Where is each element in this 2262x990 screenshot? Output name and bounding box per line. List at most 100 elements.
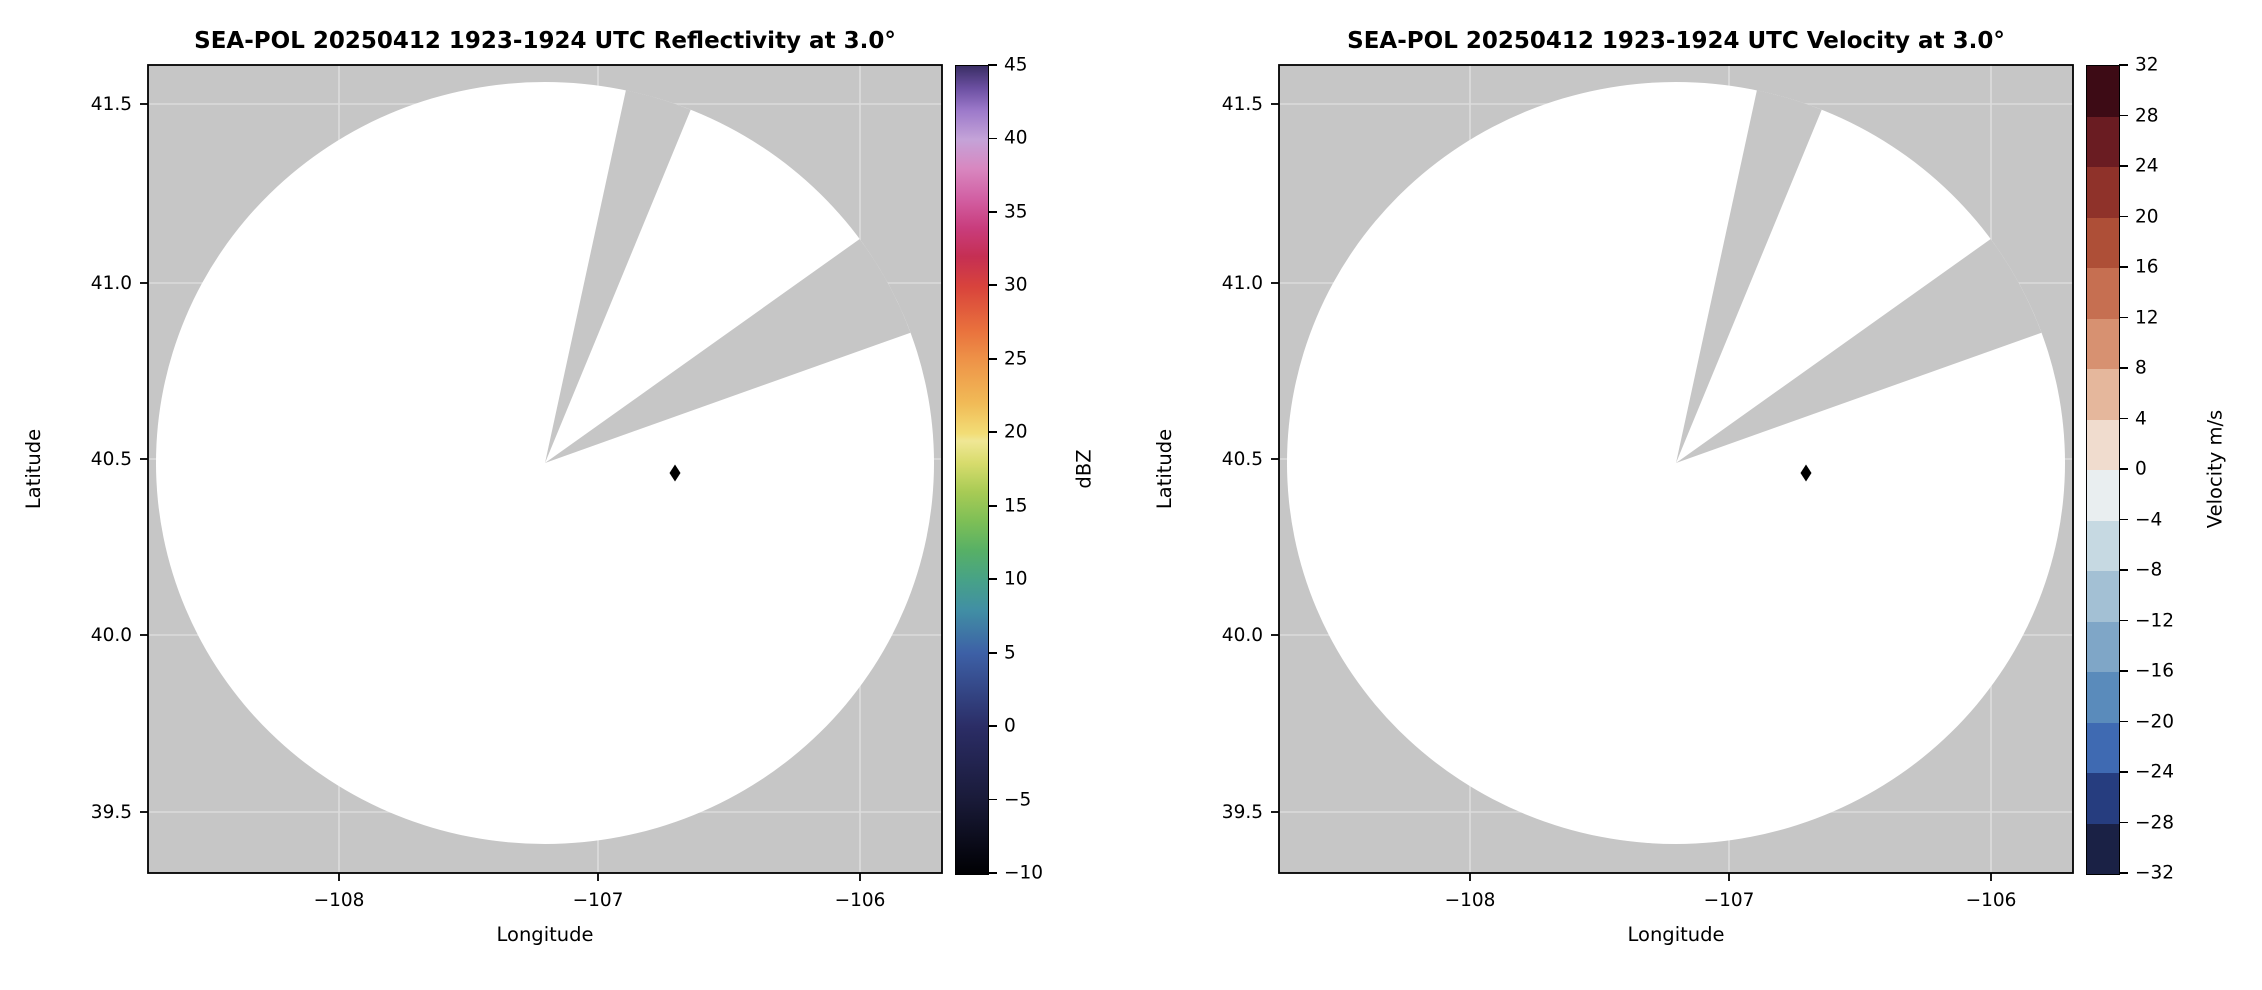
colorbar-segment [2087,621,2119,672]
colorbar-tick [2119,114,2128,117]
colorbar-tick [2119,266,2128,268]
colorbar-tick-label: −4 [2135,509,2163,530]
colorbar-tick [2119,518,2128,521]
x-axis-label: Longitude [497,923,594,946]
colorbar-tick-label: 35 [1004,201,1028,223]
y-axis-label: Latitude [1153,429,1176,509]
colorbar-tick-label: 20 [1004,421,1028,443]
colorbar-tick-label: −16 [2135,660,2175,682]
colorbar-segment [2087,419,2119,470]
colorbar-tick [2119,569,2128,571]
x-tick-label: −108 [1445,890,1496,911]
velocity-colorbar-ticks: 32 28 24 20 16 12 8 4 0 −4 −8 −12 −16 −20 −24 −28 −32 [2119,55,2249,884]
colorbar-tick [988,211,997,213]
colorbar-tick [2119,771,2128,773]
x-tick-label: −108 [314,890,365,911]
plot-title: SEA-POL 20250412 1923-1924 UTC Velocity … [1347,28,2005,54]
colorbar-segment [2087,66,2119,117]
missing-sector-northeast-wedge [1676,239,2042,463]
reflectivity-colorbar [955,65,989,875]
y-axis-label: Latitude [22,429,45,509]
colorbar-tick-label: −20 [2135,711,2175,732]
colorbar-tick-label: 10 [1004,568,1028,590]
colorbar-segment [2087,672,2119,723]
x-axis-label: Longitude [1628,923,1725,946]
colorbar-segment [2087,520,2119,571]
colorbar-tick-label: 0 [1004,715,1016,737]
velocity-colorbar [2086,65,2120,875]
colorbar-tick-label: 32 [2135,54,2159,76]
x-tick-label: −106 [835,890,886,911]
y-tick-label: 41.5 [91,94,132,115]
colorbar-tick [2119,468,2128,470]
colorbar-tick [988,64,997,66]
colorbar-tick-label: 25 [1004,348,1028,370]
colorbar-tick [2119,316,2128,319]
colorbar-tick [988,284,997,287]
plot-frame [147,64,943,874]
colorbar-tick-label: 28 [2135,105,2159,126]
colorbar-segment [2087,571,2119,622]
colorbar-segment [2087,369,2119,420]
colorbar-tick [988,725,997,727]
y-tick-label: 41.0 [1222,273,1263,294]
colorbar-tick-label: −5 [1004,789,1032,811]
colorbar-tick [2119,64,2128,66]
colorbar-tick [988,137,997,140]
point-marker [669,464,681,482]
plot-title: SEA-POL 20250412 1923-1924 UTC Reflectiv… [194,28,896,54]
colorbar-tick [988,798,997,801]
colorbar-tick-label: −8 [2135,559,2163,581]
colorbar-segment [2087,116,2119,167]
colorbar-tick-label: 0 [2135,458,2147,480]
velocity-plot: SEA-POL 20250412 1923-1924 UTC Velocity … [1153,28,2074,946]
colorbar-tick-label: 12 [2135,307,2159,328]
colorbar-tick [2119,367,2128,369]
colorbar-tick-label: 16 [2135,256,2159,278]
axis-ticks [140,103,861,881]
colorbar-segment [2087,773,2119,824]
colorbar-tick-label: 24 [2135,155,2159,177]
colorbar-tick [2119,619,2128,622]
x-tick-label: −107 [573,890,624,911]
colorbar-tick [2119,165,2128,167]
axis-ticks [1271,103,1992,881]
colorbar-tick [2119,670,2128,672]
missing-sector-northeast-wedge [545,239,911,463]
point-marker [1800,464,1812,482]
reflectivity-colorbar-label: dBZ [1072,449,1096,489]
y-tick-label: 39.5 [91,802,132,823]
colorbar-segment [2087,823,2119,874]
reflectivity-colorbar-ticks: 45 40 35 30 25 20 15 10 5 0 −5 −10 [988,55,1118,884]
colorbar-tick [988,357,997,360]
colorbar-tick-label: 45 [1004,54,1028,76]
colorbar-tick [988,578,997,581]
missing-sector-north-wedge [545,90,691,464]
colorbar-tick [988,651,997,654]
y-tick-label: 40.5 [91,449,132,470]
colorbar-tick [2119,720,2128,723]
colorbar-segment [2087,268,2119,319]
colorbar-tick-label: −12 [2135,610,2175,631]
colorbar-tick [2119,872,2128,874]
colorbar-tick [988,872,997,874]
colorbar-segment [2087,217,2119,268]
y-tick-label: 41.5 [1222,94,1263,115]
colorbar-tick [2119,215,2128,218]
colorbar-tick [2119,417,2128,420]
y-tick-label: 40.0 [1222,625,1263,646]
x-tick-label: −107 [1704,890,1755,911]
colorbar-tick-label: 4 [2135,408,2147,429]
reflectivity-plot: SEA-POL 20250412 1923-1924 UTC Reflectiv… [22,28,943,946]
colorbar-segment [2087,470,2119,521]
missing-sector-north-wedge [1676,90,1822,464]
velocity-colorbar-label: Velocity m/s [2203,409,2227,529]
colorbar-segment [2087,722,2119,773]
plot-frame [1278,64,2074,874]
colorbar-tick-label: −24 [2135,761,2175,783]
reflectivity-panel: SEA-POL 20250412 1923-1924 UTC Reflectiv… [22,28,1118,946]
colorbar-tick-label: 20 [2135,206,2159,227]
y-tick-label: 40.0 [91,625,132,646]
colorbar-tick-label: 40 [1004,127,1028,149]
